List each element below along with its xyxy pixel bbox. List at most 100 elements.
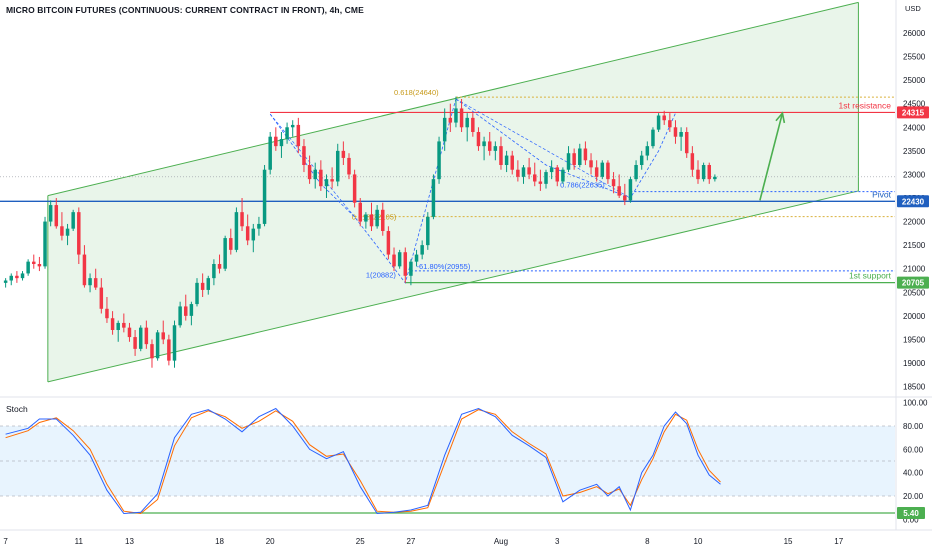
price-tick-label: 21000 <box>903 265 926 274</box>
candle-body <box>32 261 36 264</box>
candle-body <box>369 214 374 227</box>
candle-body <box>133 337 137 349</box>
candle-body <box>257 223 261 229</box>
price-tick-label: 26000 <box>903 29 926 38</box>
candle-body <box>88 278 92 286</box>
time-tick-label: 15 <box>784 537 793 546</box>
candle-body <box>493 146 498 151</box>
candle-body <box>161 332 165 340</box>
stoch-tick-label: 40.00 <box>903 469 924 478</box>
candle-body <box>572 153 576 165</box>
time-tick-label: Aug <box>494 537 508 546</box>
candle-body <box>696 169 700 180</box>
candle-body <box>212 264 216 279</box>
candle-body <box>54 205 59 227</box>
candle-body <box>679 132 683 137</box>
candle-body <box>420 245 424 255</box>
stoch-layer <box>0 407 895 515</box>
candle-body <box>279 139 284 147</box>
time-tick-label: 17 <box>834 537 843 546</box>
candle-body <box>274 136 278 147</box>
candle-body <box>516 169 520 177</box>
candle-body <box>71 212 75 229</box>
candle-body <box>262 169 267 224</box>
axes-layer: USD 18500 19000 19500 20000 20500 21000 21500 22… <box>3 4 929 546</box>
stoch-tick-label: 60.00 <box>903 445 924 454</box>
time-tick-label: 25 <box>356 537 365 546</box>
candle-body <box>594 167 599 177</box>
candle-body <box>313 169 317 180</box>
candle-body <box>606 162 610 180</box>
candle-body <box>465 117 469 128</box>
candle-body <box>138 327 143 349</box>
candle-body <box>566 153 571 170</box>
candle-body <box>172 325 177 361</box>
resistance-badge-bg <box>897 106 929 119</box>
candle-body <box>482 141 486 147</box>
candle-body <box>105 308 109 319</box>
stoch-pane-label: Stoch <box>6 404 28 414</box>
levels-layer: 1st resistance Pivot 1st support <box>0 100 895 284</box>
fib-label-24640: 0.618(24640) <box>394 88 439 97</box>
time-tick-label: 8 <box>645 537 650 546</box>
candle-body <box>397 252 402 267</box>
candle-body <box>110 318 115 330</box>
candle-body <box>533 174 537 182</box>
candle-body <box>240 212 244 227</box>
channel-lower-line <box>47 190 859 383</box>
candle-body <box>668 120 672 128</box>
time-tick-label: 10 <box>694 537 703 546</box>
candle-body <box>127 327 132 338</box>
candle-body <box>392 254 396 267</box>
price-tick-label: 18500 <box>903 383 926 392</box>
candle-body <box>527 167 531 175</box>
candle-body <box>217 264 222 269</box>
candle-body <box>437 141 441 180</box>
resistance-badge: 24315 <box>902 108 925 117</box>
candle-body <box>499 146 503 165</box>
chart-title: MICRO BITCOIN FUTURES (CONTINUOUS: CURRE… <box>6 5 364 15</box>
candle-body <box>471 117 475 132</box>
candle-body <box>77 212 81 255</box>
candle-body <box>426 216 430 246</box>
candle-body <box>341 150 346 158</box>
candle-body <box>155 332 160 359</box>
candle-body <box>476 132 481 147</box>
candle-body <box>651 129 655 147</box>
resistance-label: 1st resistance <box>839 100 892 110</box>
candle-body <box>645 146 650 156</box>
projection-arrow-shaft <box>759 112 784 201</box>
grid-layer <box>0 0 932 531</box>
stoch-k-line <box>5 407 721 515</box>
candle-body <box>352 174 357 203</box>
candle-body <box>223 238 227 269</box>
candle-body <box>122 322 126 328</box>
candle-body <box>549 167 554 173</box>
candle-body <box>448 117 453 123</box>
price-tick-label: 21500 <box>903 241 926 250</box>
candle-body <box>521 167 526 177</box>
candle-body <box>628 179 633 201</box>
candle-body <box>324 179 329 187</box>
candle-body <box>684 132 689 154</box>
candle-body <box>229 238 233 250</box>
candle-body <box>673 127 678 137</box>
candles-layer <box>3 96 717 368</box>
price-tick-label: 25500 <box>903 53 926 62</box>
channel-upper-line <box>47 1 859 197</box>
stoch-support-badge-bg <box>897 507 925 520</box>
candle-body <box>144 327 149 345</box>
support-badge-bg <box>897 276 929 289</box>
candle-body <box>583 148 588 161</box>
candle-body <box>347 157 351 175</box>
pivot-label: Pivot <box>872 189 892 199</box>
candle-body <box>37 264 42 267</box>
candle-body <box>442 117 447 142</box>
candle-body <box>589 160 593 168</box>
candle-body <box>561 169 565 182</box>
time-tick-label: 20 <box>266 537 275 546</box>
candle-body <box>20 273 25 279</box>
candle-body <box>623 195 627 201</box>
candle-body <box>713 176 717 180</box>
